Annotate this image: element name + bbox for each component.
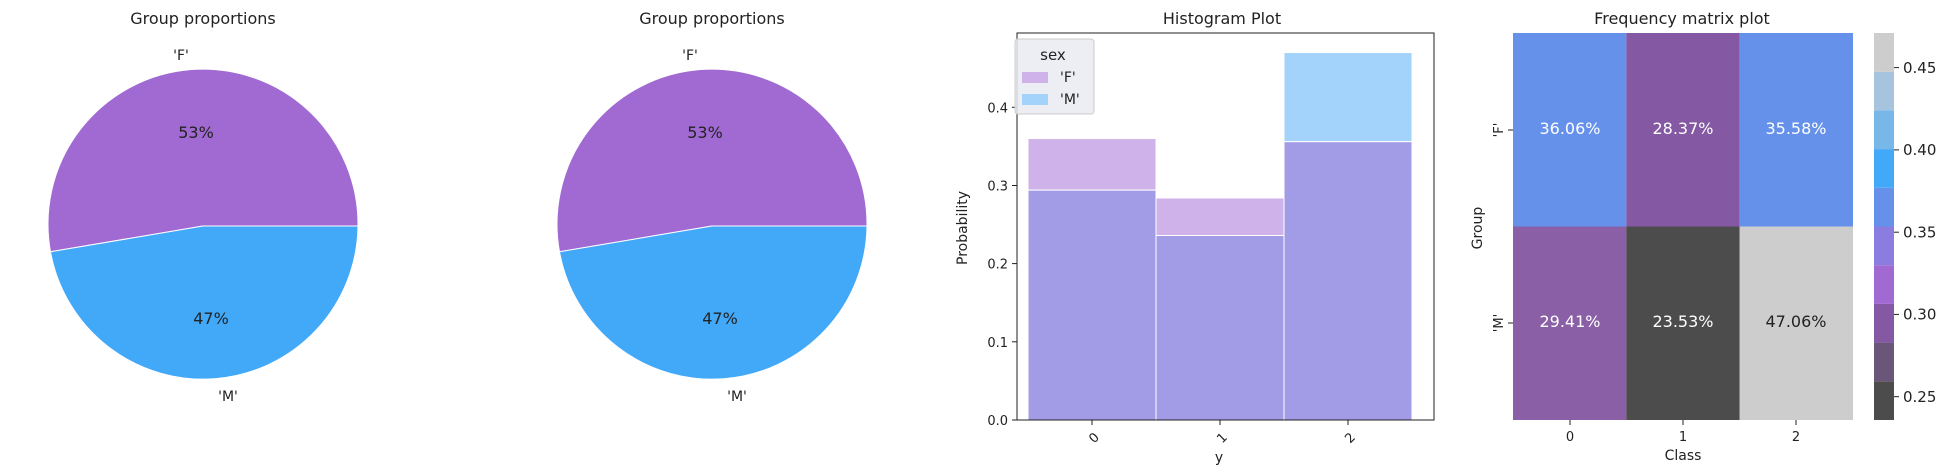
heatmap-cell-label: 47.06% bbox=[1765, 312, 1826, 331]
pie-1-label-m: 'M' bbox=[218, 389, 238, 405]
pie-2-slice-m bbox=[558, 225, 868, 380]
pie-2-label-m: 'M' bbox=[727, 389, 747, 405]
histogram-xtick: 1 bbox=[1214, 430, 1230, 446]
pie-2-slice-f bbox=[556, 68, 868, 253]
histogram-xlabel: y bbox=[1215, 450, 1223, 466]
heatmap-cell bbox=[1626, 33, 1740, 227]
heatmap-cell bbox=[1626, 226, 1740, 420]
histogram-bar-upper bbox=[1155, 197, 1285, 236]
heatmap-xtick: 1 bbox=[1679, 430, 1687, 445]
heatmap-y-ticks: 'F' 'M' bbox=[1492, 123, 1513, 332]
heatmap-cell bbox=[1739, 33, 1853, 227]
histogram-axes-frame bbox=[1016, 32, 1435, 421]
heatmap-ylabel: Group bbox=[1470, 207, 1486, 250]
colorbar-tick: 0.40 bbox=[1903, 141, 1936, 159]
heatmap-ytick: 'F' bbox=[1492, 123, 1507, 138]
heatmap-xtick: 2 bbox=[1792, 430, 1800, 445]
heatmap-cell bbox=[1513, 33, 1627, 227]
heatmap-cell-labels: 36.06% 28.37% 35.58% 29.41% 23.53% 47.06… bbox=[1539, 119, 1826, 331]
histogram-ylabel: Probability bbox=[955, 191, 971, 265]
heatmap-cell-label: 23.53% bbox=[1652, 312, 1713, 331]
heatmap-cell-label: 28.37% bbox=[1652, 119, 1713, 138]
legend-swatch-m bbox=[1022, 94, 1048, 105]
heatmap-cell-label: 36.06% bbox=[1539, 119, 1600, 138]
colorbar-tick: 0.25 bbox=[1903, 388, 1936, 406]
pie-1-slice-f bbox=[47, 68, 359, 253]
histogram-bars bbox=[1027, 52, 1413, 421]
histogram-x-ticks: 0 1 2 bbox=[1086, 420, 1359, 447]
histogram-legend: sex 'F' 'M' bbox=[1014, 38, 1095, 115]
colorbar-band bbox=[1874, 303, 1894, 343]
colorbar-band bbox=[1874, 381, 1894, 420]
colorbar-band bbox=[1874, 149, 1894, 188]
histogram-ytick: 0.2 bbox=[987, 258, 1008, 273]
histogram-title: Histogram Plot bbox=[1163, 9, 1281, 28]
colorbar-band bbox=[1874, 33, 1894, 72]
histogram-bar-upper bbox=[1283, 52, 1413, 143]
legend-title: sex bbox=[1040, 46, 1066, 64]
histogram-bar-overlap bbox=[1155, 234, 1285, 421]
heatmap-ytick: 'M' bbox=[1492, 314, 1507, 332]
pie-1-pct-f: 53% bbox=[178, 123, 214, 142]
pie-2-pct-m: 47% bbox=[702, 309, 738, 328]
pie-2-label-f: 'F' bbox=[682, 48, 698, 64]
legend-label-m: 'M' bbox=[1060, 92, 1080, 108]
histogram-ytick: 0.1 bbox=[987, 336, 1008, 351]
histogram-bar-overlap bbox=[1027, 189, 1157, 421]
histogram-y-ticks: 0.0 0.1 0.2 0.3 0.4 bbox=[987, 101, 1017, 429]
heatmap-xlabel: Class bbox=[1665, 448, 1702, 464]
colorbar-tick: 0.35 bbox=[1903, 224, 1936, 242]
pie-2-title: Group proportions bbox=[639, 9, 784, 28]
pie-chart-2: Group proportions 'F' 53% 47% 'M' bbox=[556, 9, 868, 405]
histogram-xtick: 2 bbox=[1342, 430, 1358, 446]
heatmap-cells bbox=[1513, 33, 1853, 420]
legend-swatch-f bbox=[1022, 72, 1048, 83]
heatmap-cell-label: 29.41% bbox=[1539, 312, 1600, 331]
histogram-ytick: 0.3 bbox=[987, 180, 1008, 195]
pie-chart-1: Group proportions 'F' 53% 47% 'M' bbox=[47, 9, 359, 405]
heatmap-cell bbox=[1739, 226, 1853, 420]
histogram-ytick: 0.0 bbox=[987, 414, 1008, 429]
histogram-bar-upper bbox=[1027, 138, 1157, 191]
pie-2-pct-f: 53% bbox=[687, 123, 723, 142]
colorbar-band bbox=[1874, 110, 1894, 150]
pie-1-label-f: 'F' bbox=[173, 48, 189, 64]
colorbar-band bbox=[1874, 71, 1894, 111]
heatmap-cell bbox=[1513, 226, 1627, 420]
heatmap-cell-label: 35.58% bbox=[1765, 119, 1826, 138]
pie-1-title: Group proportions bbox=[130, 9, 275, 28]
heatmap-colorbar: 0.25 0.30 0.35 0.40 0.45 bbox=[1874, 33, 1936, 420]
legend-label-f: 'F' bbox=[1060, 70, 1076, 86]
heatmap-x-ticks: 0 1 2 bbox=[1566, 420, 1800, 445]
colorbar-ticks: 0.25 0.30 0.35 0.40 0.45 bbox=[1894, 59, 1936, 406]
heatmap-chart: Frequency matrix plot 36.06% 28.37% 35.5… bbox=[1470, 9, 1936, 464]
colorbar-tick: 0.45 bbox=[1903, 59, 1936, 77]
histogram-bar-overlap bbox=[1283, 141, 1413, 421]
histogram-ytick: 0.4 bbox=[987, 101, 1008, 116]
colorbar-band bbox=[1874, 342, 1894, 382]
colorbar-band bbox=[1874, 187, 1894, 227]
pie-1-slice-m bbox=[49, 225, 359, 380]
histogram-xtick: 0 bbox=[1086, 430, 1102, 446]
colorbar-tick: 0.30 bbox=[1903, 306, 1936, 324]
histogram-chart: Histogram Plot 0.0 0.1 0.2 0.3 0.4 0 1 2 bbox=[955, 9, 1435, 466]
heatmap-xtick: 0 bbox=[1566, 430, 1574, 445]
colorbar-band bbox=[1874, 265, 1894, 304]
heatmap-title: Frequency matrix plot bbox=[1594, 9, 1770, 28]
pie-1-pct-m: 47% bbox=[193, 309, 229, 328]
colorbar-band bbox=[1874, 226, 1894, 266]
